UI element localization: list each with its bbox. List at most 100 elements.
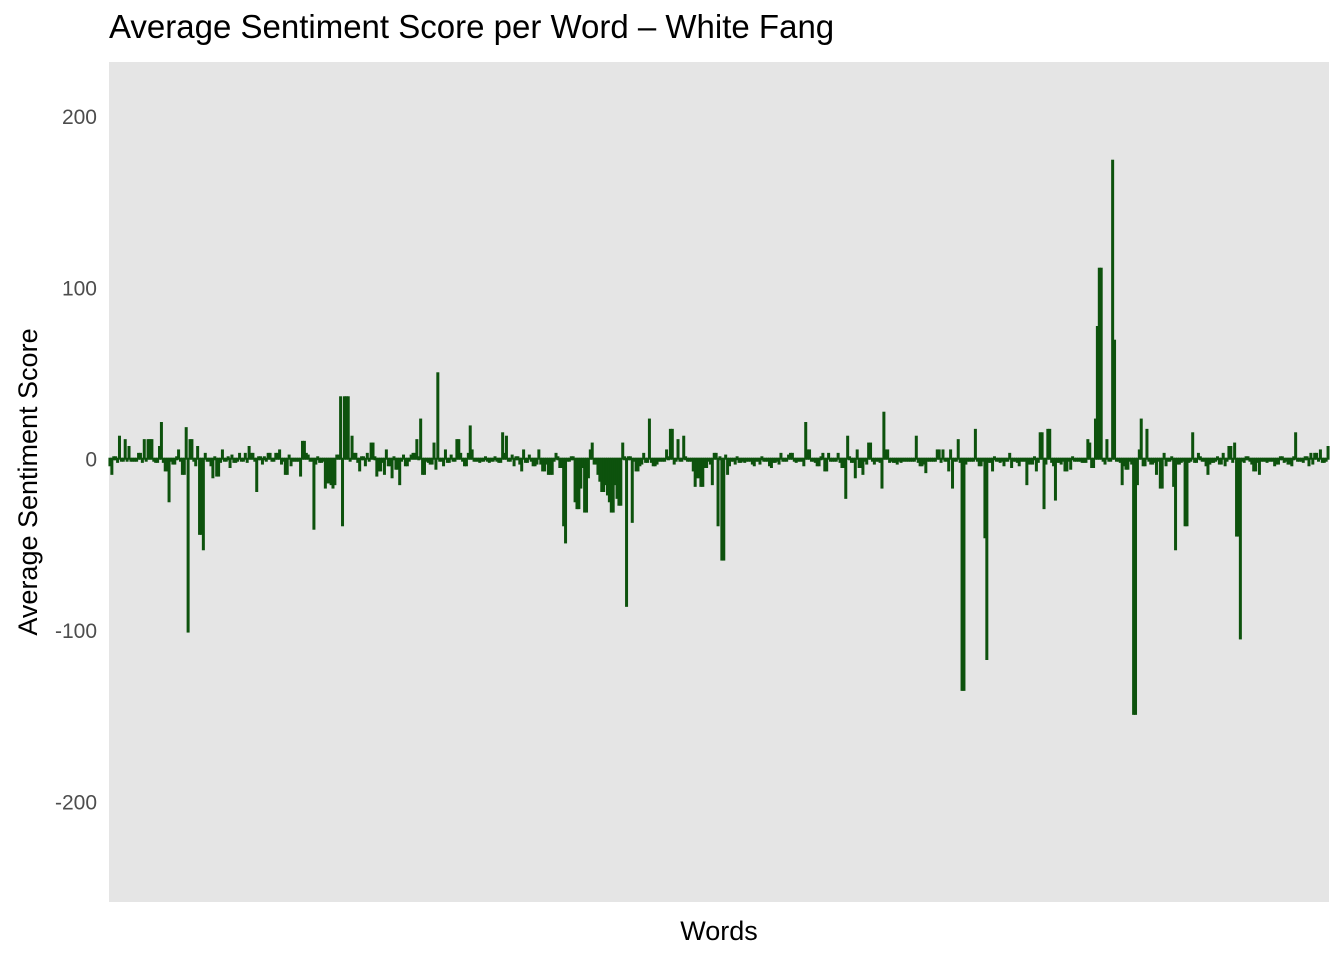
bar <box>1276 457 1280 465</box>
bar <box>748 457 752 462</box>
bar <box>491 457 495 462</box>
bar <box>930 457 934 462</box>
bar <box>1088 442 1092 460</box>
bar <box>1275 457 1279 465</box>
bar <box>379 457 383 472</box>
bar <box>697 457 701 479</box>
bar <box>1017 457 1021 467</box>
bar <box>848 456 852 461</box>
bar <box>173 457 177 465</box>
bar <box>590 442 594 460</box>
bar <box>381 457 385 463</box>
bar <box>318 457 322 463</box>
bar <box>535 457 539 465</box>
bar <box>1196 452 1200 460</box>
bar <box>457 439 461 460</box>
bar <box>1073 457 1077 462</box>
bar <box>419 418 423 460</box>
bar <box>733 457 737 465</box>
bar <box>180 457 184 475</box>
bar <box>238 452 242 460</box>
bar <box>123 439 127 460</box>
bar <box>956 439 960 460</box>
bar <box>447 457 451 463</box>
bar <box>260 457 264 465</box>
bar <box>653 457 657 467</box>
bar <box>1059 457 1063 465</box>
bar <box>272 457 276 462</box>
bar <box>295 457 299 462</box>
bar <box>1294 432 1298 460</box>
bar <box>996 457 1000 462</box>
bar <box>405 457 409 467</box>
bar <box>396 457 400 470</box>
bar <box>167 457 171 503</box>
bar <box>695 457 699 479</box>
bar <box>579 457 583 489</box>
bar <box>253 457 257 462</box>
bar <box>1273 457 1277 467</box>
bar <box>333 457 337 486</box>
bar <box>112 456 116 461</box>
bar <box>354 452 358 460</box>
bar <box>890 457 894 462</box>
bar <box>346 396 350 460</box>
bar <box>474 457 478 462</box>
bar <box>314 457 318 465</box>
bar <box>809 457 813 462</box>
bar <box>646 457 650 463</box>
bar <box>792 457 796 462</box>
bar <box>785 457 789 462</box>
bar <box>872 457 876 465</box>
bar <box>1074 457 1078 462</box>
bar <box>604 457 608 486</box>
bar <box>1263 457 1267 462</box>
bar <box>1177 457 1181 465</box>
bar <box>300 440 304 460</box>
bar <box>506 457 510 462</box>
bar <box>1246 456 1250 461</box>
bar <box>411 452 415 460</box>
bar <box>158 446 162 460</box>
bar <box>989 457 993 463</box>
bar <box>325 457 329 484</box>
bar <box>628 456 632 461</box>
bar <box>783 457 787 462</box>
bar <box>394 457 398 470</box>
bar <box>657 457 661 462</box>
bar <box>1065 457 1069 472</box>
bar <box>739 457 743 463</box>
bar <box>678 457 682 462</box>
bar <box>268 452 272 460</box>
bar <box>802 457 806 467</box>
bar <box>764 457 768 462</box>
bar <box>1103 457 1107 465</box>
bar <box>1013 457 1017 462</box>
y-tick-label: 0 <box>85 449 97 472</box>
bar <box>817 457 821 467</box>
bar <box>264 457 268 462</box>
bar <box>468 425 472 460</box>
bar <box>901 457 905 462</box>
bar <box>935 449 939 460</box>
bar <box>1004 457 1008 462</box>
bar <box>400 457 404 462</box>
bar <box>525 457 529 463</box>
bar <box>518 457 522 465</box>
bar <box>1078 457 1082 462</box>
bar <box>413 452 417 460</box>
bar <box>668 428 672 460</box>
bar <box>958 457 962 463</box>
bar <box>129 457 133 462</box>
bar <box>727 457 731 467</box>
bar <box>251 452 255 460</box>
y-axis-ticks: 200 100 0 -100 -200 <box>55 106 97 815</box>
bar <box>1280 456 1284 461</box>
bar <box>933 457 937 462</box>
bar <box>329 457 333 486</box>
bar <box>1120 457 1124 486</box>
bar <box>1040 432 1044 460</box>
y-tick-label: 100 <box>62 277 97 300</box>
bar <box>1223 457 1227 467</box>
bar <box>310 457 314 462</box>
